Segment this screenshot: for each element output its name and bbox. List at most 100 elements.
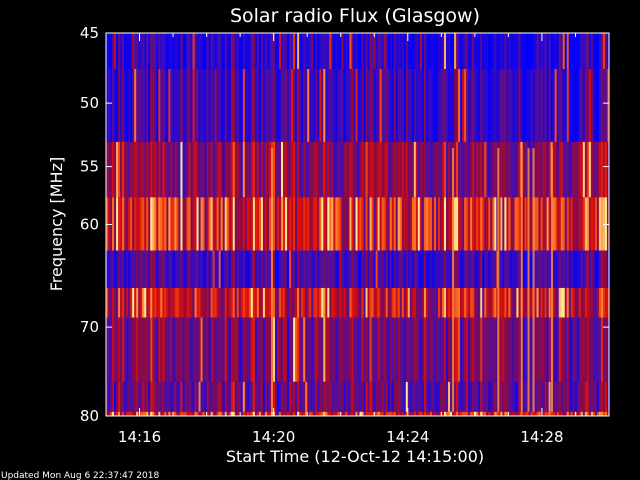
heatmap-cell bbox=[357, 287, 360, 318]
heatmap-cell bbox=[236, 317, 240, 382]
heatmap-cell bbox=[317, 317, 320, 382]
heatmap-cell bbox=[592, 381, 596, 412]
heatmap-cell bbox=[142, 68, 145, 142]
heatmap-cell bbox=[582, 68, 586, 142]
heatmap-cell bbox=[427, 250, 431, 288]
heatmap-cell bbox=[347, 68, 350, 142]
heatmap-cell bbox=[494, 411, 497, 416]
heatmap-cell bbox=[460, 141, 463, 198]
heatmap-cell bbox=[564, 411, 568, 416]
heatmap-cell bbox=[379, 68, 382, 142]
heatmap-cell bbox=[429, 250, 433, 288]
heatmap-cell bbox=[295, 33, 298, 69]
heatmap-cell bbox=[234, 411, 238, 416]
heatmap-cell bbox=[528, 287, 531, 318]
heatmap-cell bbox=[232, 317, 236, 382]
heatmap-cell bbox=[313, 197, 316, 251]
heatmap-cell bbox=[508, 141, 511, 198]
heatmap-cell bbox=[472, 68, 475, 142]
heatmap-cell bbox=[598, 381, 602, 412]
heatmap-cell bbox=[576, 250, 580, 288]
heatmap-cell bbox=[134, 250, 137, 288]
heatmap-cell bbox=[295, 250, 298, 288]
heatmap-cell bbox=[560, 33, 564, 69]
heatmap-cell bbox=[162, 68, 165, 142]
heatmap-cell bbox=[273, 250, 276, 288]
heatmap-cell bbox=[234, 287, 238, 318]
heatmap-cell bbox=[112, 68, 115, 142]
heatmap-cell bbox=[576, 381, 580, 412]
heatmap-cell bbox=[417, 197, 421, 251]
heatmap-cell bbox=[154, 381, 157, 412]
heatmap-cell bbox=[393, 381, 397, 412]
heatmap-cell bbox=[582, 250, 586, 288]
heatmap-cell bbox=[450, 141, 453, 198]
heatmap-cell bbox=[508, 197, 511, 251]
heatmap-cell bbox=[482, 141, 485, 198]
heatmap-cell bbox=[353, 287, 356, 318]
heatmap-cell bbox=[285, 197, 288, 251]
heatmap-cell bbox=[335, 317, 338, 382]
heatmap-cell bbox=[132, 317, 135, 382]
heatmap-cell bbox=[116, 197, 119, 251]
heatmap-cell bbox=[409, 411, 413, 416]
heatmap-cell bbox=[327, 197, 330, 251]
heatmap-cell bbox=[242, 411, 246, 416]
heatmap-cell bbox=[106, 68, 109, 142]
heatmap-cell bbox=[562, 287, 566, 318]
heatmap-cell bbox=[329, 381, 332, 412]
heatmap-cell bbox=[582, 381, 586, 412]
heatmap-cell bbox=[409, 381, 413, 412]
heatmap-cell bbox=[319, 250, 322, 288]
heatmap-cell bbox=[433, 317, 437, 382]
heatmap-cell bbox=[250, 250, 254, 288]
heatmap-cell bbox=[293, 68, 296, 142]
heatmap-cell bbox=[437, 381, 441, 412]
heatmap-cell bbox=[369, 250, 372, 288]
heatmap-cell bbox=[273, 317, 276, 382]
heatmap-cell bbox=[429, 141, 433, 198]
heatmap-cell bbox=[214, 287, 217, 318]
heatmap-cell bbox=[218, 141, 221, 198]
heatmap-cell bbox=[264, 381, 268, 412]
heatmap-cell bbox=[180, 197, 183, 251]
heatmap-cell bbox=[570, 411, 574, 416]
heatmap-cell bbox=[168, 287, 171, 318]
heatmap-cell bbox=[397, 33, 401, 69]
heatmap-cell bbox=[582, 317, 586, 382]
heatmap-cell bbox=[349, 381, 352, 412]
heatmap-cell bbox=[122, 197, 125, 251]
heatmap-cell bbox=[319, 33, 322, 69]
heatmap-cell bbox=[246, 317, 250, 382]
heatmap-cell bbox=[510, 68, 513, 142]
heatmap-cell bbox=[287, 411, 290, 416]
heatmap-cell bbox=[198, 411, 201, 416]
heatmap-cell bbox=[246, 68, 250, 142]
heatmap-cell bbox=[576, 287, 580, 318]
heatmap-cell bbox=[383, 33, 386, 69]
heatmap-cell bbox=[240, 68, 244, 142]
heatmap-cell bbox=[254, 33, 258, 69]
heatmap-cell bbox=[208, 68, 211, 142]
heatmap-cell bbox=[196, 141, 199, 198]
heatmap-cell bbox=[208, 33, 211, 69]
heatmap-cell bbox=[130, 141, 133, 198]
heatmap-cell bbox=[176, 287, 179, 318]
heatmap-cell bbox=[542, 287, 545, 318]
heatmap-cell bbox=[458, 317, 461, 382]
heatmap-cell bbox=[564, 68, 568, 142]
heatmap-cell bbox=[335, 287, 338, 318]
heatmap-cell bbox=[385, 287, 388, 318]
heatmap-cell bbox=[188, 197, 191, 251]
heatmap-cell bbox=[204, 287, 207, 318]
heatmap-cell bbox=[184, 317, 187, 382]
heatmap-cell bbox=[152, 317, 155, 382]
heatmap-cell bbox=[198, 197, 201, 251]
heatmap-cell bbox=[291, 141, 294, 198]
heatmap-cell bbox=[222, 381, 226, 412]
heatmap-cell bbox=[176, 250, 179, 288]
heatmap-cell bbox=[232, 197, 236, 251]
heatmap-cell bbox=[196, 411, 199, 416]
heatmap-cell bbox=[399, 317, 403, 382]
heatmap-cell bbox=[371, 317, 374, 382]
